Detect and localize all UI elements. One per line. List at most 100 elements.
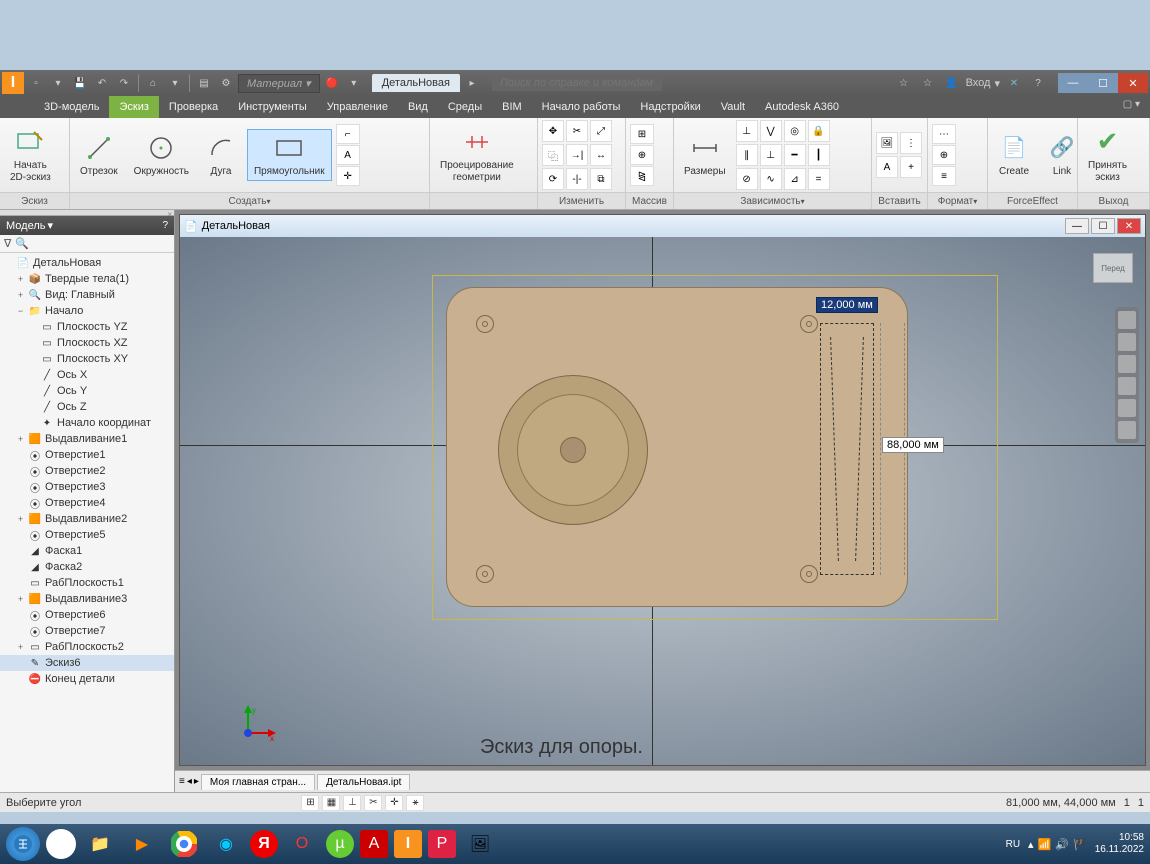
doc-close-button[interactable]: ✕ bbox=[1117, 218, 1141, 234]
window-minimize-button[interactable]: — bbox=[1058, 73, 1088, 93]
rectangle-button[interactable]: Прямоугольник bbox=[247, 129, 332, 181]
tree-item-10[interactable]: +🟧Выдавливание1 bbox=[0, 431, 174, 447]
forceeffect-create-button[interactable]: 📄 Create bbox=[992, 130, 1036, 180]
insert-points-icon[interactable]: ⋮ bbox=[900, 132, 922, 154]
tree-item-23[interactable]: +▭РабПлоскость2 bbox=[0, 639, 174, 655]
taskbar-chrome-icon[interactable] bbox=[166, 828, 202, 860]
doc-maximize-button[interactable]: ☐ bbox=[1091, 218, 1115, 234]
rect-pattern-icon[interactable]: ⊞ bbox=[630, 124, 654, 144]
tree-item-1[interactable]: +🔍Вид: Главный bbox=[0, 287, 174, 303]
stretch-icon[interactable]: ↔ bbox=[590, 144, 612, 166]
tree-item-5[interactable]: ▭Плоскость XY bbox=[0, 351, 174, 367]
offset-icon[interactable]: ⧉ bbox=[590, 168, 612, 190]
start-2d-sketch-button[interactable]: Начать 2D-эскиз bbox=[4, 124, 57, 186]
taskbar-language[interactable]: RU bbox=[1006, 839, 1020, 850]
constraint-perpendicular-icon[interactable]: ⊥ bbox=[760, 144, 782, 166]
tree-item-20[interactable]: +🟧Выдавливание3 bbox=[0, 591, 174, 607]
constraint-horizontal-icon[interactable]: ━ bbox=[784, 144, 806, 166]
browser-header[interactable]: Модель▾ ? bbox=[0, 216, 174, 235]
rotate-icon[interactable]: ⟳ bbox=[542, 168, 564, 190]
system-tray[interactable]: ▴ 📶 🔊 🏴 bbox=[1028, 838, 1087, 851]
finish-sketch-button[interactable]: ✔ Принять эскиз bbox=[1082, 124, 1133, 186]
nav-home-icon[interactable] bbox=[1118, 311, 1136, 329]
qat-open-icon[interactable]: ▾ bbox=[48, 73, 68, 93]
tree-item-7[interactable]: ╱Ось Y bbox=[0, 383, 174, 399]
dimension-height[interactable]: 88,000 мм bbox=[882, 437, 944, 453]
status-grid-icon[interactable]: ▦ bbox=[322, 795, 340, 811]
tab-inspect[interactable]: Проверка bbox=[159, 96, 228, 118]
constraint-symmetric-icon[interactable]: ⊿ bbox=[784, 168, 806, 190]
tab-vault[interactable]: Vault bbox=[711, 96, 755, 118]
point-icon[interactable]: ✛ bbox=[336, 166, 360, 186]
split-icon[interactable]: -|- bbox=[566, 168, 588, 190]
tree-item-2[interactable]: −📁Начало bbox=[0, 303, 174, 319]
format-construction-icon[interactable]: ⋯ bbox=[932, 124, 956, 144]
qat-home-icon[interactable]: ⌂ bbox=[143, 73, 163, 93]
constraint-coincident-icon[interactable]: ⊥ bbox=[736, 120, 758, 142]
viewcube[interactable]: Перед bbox=[1093, 253, 1133, 283]
tree-item-24[interactable]: ✎Эскиз6 bbox=[0, 655, 174, 671]
tray-volume-icon[interactable]: 🔊 bbox=[1055, 838, 1069, 851]
scale-icon[interactable]: ⤢ bbox=[590, 120, 612, 142]
tab-bim[interactable]: BIM bbox=[492, 96, 532, 118]
tree-item-22[interactable]: ⦿Отверстие7 bbox=[0, 623, 174, 639]
doc-tabs-next-icon[interactable]: ▸ bbox=[194, 776, 199, 787]
tree-item-13[interactable]: ⦿Отверстие3 bbox=[0, 479, 174, 495]
constraint-tangent-icon[interactable]: ⊘ bbox=[736, 168, 758, 190]
constraint-concentric-icon[interactable]: ◎ bbox=[784, 120, 806, 142]
nav-zoom-icon[interactable] bbox=[1118, 377, 1136, 395]
constraint-vertical-icon[interactable]: ┃ bbox=[808, 144, 830, 166]
tab-3d-model[interactable]: 3D-модель bbox=[34, 96, 109, 118]
line-button[interactable]: Отрезок bbox=[74, 130, 124, 180]
constraint-smooth-icon[interactable]: ∿ bbox=[760, 168, 782, 190]
move-icon[interactable]: ✥ bbox=[542, 120, 564, 142]
qat-new-icon[interactable]: ▫ bbox=[26, 73, 46, 93]
tree-item-8[interactable]: ╱Ось Z bbox=[0, 399, 174, 415]
tray-flag-icon[interactable]: 🏴 bbox=[1073, 838, 1087, 851]
format-centerline-icon[interactable]: ⊕ bbox=[932, 145, 956, 165]
mirror-icon[interactable]: ⧎ bbox=[630, 166, 654, 186]
dimension-width[interactable]: 12,000 мм bbox=[816, 297, 878, 313]
tree-item-0[interactable]: +📦Твердые тела(1) bbox=[0, 271, 174, 287]
status-constraints-icon[interactable]: ✛ bbox=[385, 795, 403, 811]
window-maximize-button[interactable]: ☐ bbox=[1088, 73, 1118, 93]
browser-tree[interactable]: 📄ДетальНовая+📦Твердые тела(1)+🔍Вид: Глав… bbox=[0, 253, 174, 792]
doc-tabs-prev-icon[interactable]: ◂ bbox=[187, 776, 192, 787]
constraint-collinear-icon[interactable]: ⋁ bbox=[760, 120, 782, 142]
doc-tabs-menu-icon[interactable]: ≡ bbox=[179, 776, 185, 787]
qat-more-icon[interactable]: ▸ bbox=[462, 73, 482, 93]
qat-redo-icon[interactable]: ↷ bbox=[114, 73, 134, 93]
qat-dropdown-icon[interactable]: ▾ bbox=[344, 73, 364, 93]
start-button[interactable] bbox=[6, 827, 40, 861]
tree-item-9[interactable]: ✦Начало координат bbox=[0, 415, 174, 431]
star-icon[interactable]: ☆ bbox=[894, 73, 914, 93]
viewport[interactable]: 12,000 мм 88,000 мм yx Эскиз для опоры. … bbox=[180, 237, 1145, 765]
doc-tab-file[interactable]: ДетальНовая.ipt bbox=[317, 774, 410, 790]
trim-icon[interactable]: ✂ bbox=[566, 120, 588, 142]
format-driven-icon[interactable]: ≡ bbox=[932, 166, 956, 186]
tree-item-17[interactable]: ◢Фаска1 bbox=[0, 543, 174, 559]
taskbar-media-icon[interactable]: ▶ bbox=[124, 828, 160, 860]
filter-icon[interactable]: ∇ bbox=[4, 237, 11, 250]
text-icon[interactable]: A bbox=[336, 145, 360, 165]
nav-lookat-icon[interactable] bbox=[1118, 399, 1136, 417]
taskbar-clock[interactable]: 10:58 16.11.2022 bbox=[1095, 832, 1144, 856]
tree-root[interactable]: 📄ДетальНовая bbox=[0, 255, 174, 271]
find-icon[interactable]: 🔍 bbox=[15, 237, 29, 250]
tree-item-16[interactable]: ⦿Отверстие5 bbox=[0, 527, 174, 543]
taskbar-explorer-icon[interactable]: 📁 bbox=[82, 828, 118, 860]
insert-plus-icon[interactable]: + bbox=[900, 156, 922, 178]
nav-pan-icon[interactable] bbox=[1118, 355, 1136, 373]
taskbar-yandex-icon[interactable]: Я bbox=[250, 830, 278, 858]
status-snap-icon[interactable]: ⊞ bbox=[301, 795, 319, 811]
tray-network-icon[interactable]: 📶 bbox=[1038, 838, 1052, 851]
help-icon[interactable]: ? bbox=[1028, 73, 1048, 93]
nav-more-icon[interactable] bbox=[1118, 421, 1136, 439]
taskbar-inventor-icon[interactable]: I bbox=[394, 830, 422, 858]
tab-addins[interactable]: Надстройки bbox=[630, 96, 710, 118]
copy-icon[interactable]: ⿻ bbox=[542, 144, 564, 166]
tree-item-14[interactable]: ⦿Отверстие4 bbox=[0, 495, 174, 511]
tab-manage[interactable]: Управление bbox=[317, 96, 398, 118]
tree-item-18[interactable]: ◢Фаска2 bbox=[0, 559, 174, 575]
browser-help-icon[interactable]: ? bbox=[162, 220, 168, 231]
